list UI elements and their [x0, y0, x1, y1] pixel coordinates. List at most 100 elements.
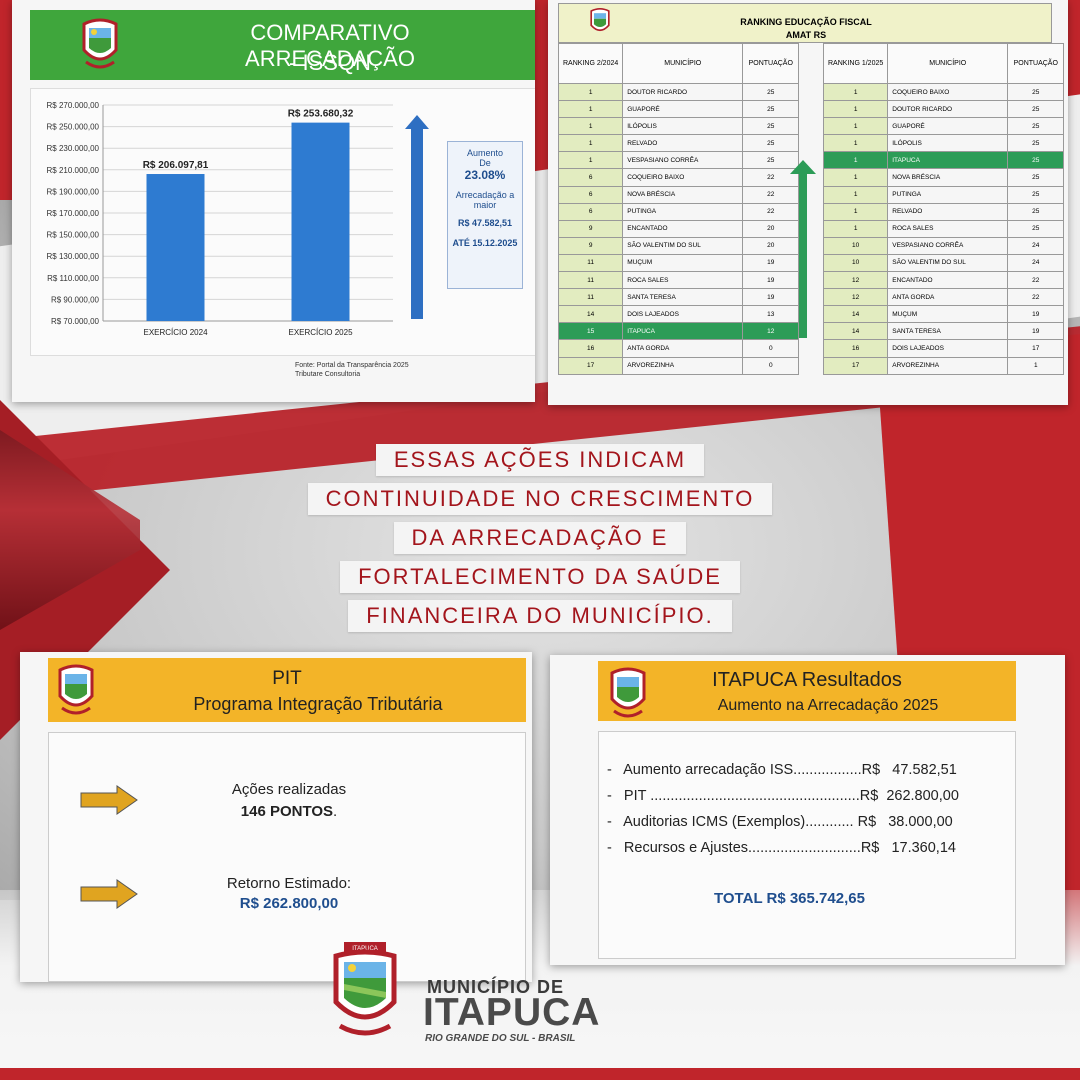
x-tick-label: EXERCÍCIO 2025: [288, 328, 353, 337]
ranking-cell-pos: 1: [557, 151, 624, 170]
ranking-cell-pts: 25: [1007, 202, 1065, 221]
summary-de: De: [479, 158, 491, 168]
ranking-cell-pts: 19: [742, 271, 800, 290]
ranking-cell-mun: ARVOREZINHA: [622, 356, 744, 375]
issqn-comparison-panel: COMPARATIVO ARRECADAÇÃO - ISSQN R$ 70.00…: [12, 0, 535, 402]
pit-body: Ações realizadas 146 PONTOS. Retorno Est…: [48, 732, 526, 982]
ranking-cell-pos: 1: [557, 100, 624, 119]
ranking-cell-mun: GUAPORÉ: [622, 100, 744, 119]
ranking-column-header: PONTUAÇÃO: [1007, 43, 1065, 84]
ranking-cell-pts: 25: [1007, 100, 1065, 119]
results-line: - Auditorias ICMS (Exemplos)............…: [607, 814, 953, 830]
up-arrow-icon: [790, 160, 816, 338]
issqn-chart: R$ 70.000,00 R$ 90.000,00 R$ 110.000,00 R$ …: [30, 88, 535, 356]
ranking-cell-mun: DOUTOR RICARDO: [887, 100, 1009, 119]
ranking-row: 14 DOIS LAJEADOS 13: [557, 305, 800, 324]
retorno-label: Retorno Estimado:: [226, 875, 352, 892]
source-line2: Tributare Consultoria: [295, 371, 361, 378]
ranking-row: 6 COQUEIRO BAIXO 22: [557, 168, 800, 187]
results-header: ITAPUCA Resultados Aumento na Arrecadaçã…: [598, 661, 1016, 721]
bg-bottom-red: [0, 1068, 1080, 1080]
message-line-2: CONTINUIDADE NO CRESCIMENTO: [0, 483, 1080, 515]
ranking-row: 1 VESPASIANO CORRÊA 25: [557, 151, 800, 170]
right-arrow-icon: [80, 785, 138, 815]
message-line-4: FORTALECIMENTO DA SAÚDE: [0, 561, 1080, 593]
ranking-cell-mun: SANTA TERESA: [622, 288, 744, 307]
ranking-row: 10 SÃO VALENTIM DO SUL 24: [822, 253, 1065, 273]
ranking-row: 1 ILÓPOLIS 25: [557, 117, 800, 136]
ranking-cell-pos: 1: [822, 185, 889, 204]
message-line-3: DA ARRECADAÇÃO E: [0, 522, 1080, 554]
ranking-row: 1 DOUTOR RICARDO 25: [557, 82, 800, 102]
issqn-bar-chart: R$ 70.000,00 R$ 90.000,00 R$ 110.000,00 R$ …: [47, 101, 429, 337]
ranking-cell-pos: 1: [822, 117, 889, 136]
ranking-cell-pos: 10: [822, 253, 889, 273]
summary-value: R$ 47.582,51: [457, 218, 513, 228]
actions-value: 146 PONTOS.: [240, 803, 338, 820]
ranking-cell-pos: 9: [557, 236, 624, 255]
ranking-cell-pts: 25: [742, 134, 800, 153]
ranking-cell-pos: 17: [822, 356, 889, 375]
ranking-cell-pts: 22: [1007, 288, 1065, 307]
ranking-cell-pos: 16: [822, 339, 889, 358]
ranking-cell-pos: 11: [557, 271, 624, 290]
ranking-cell-pos: 1: [822, 151, 889, 170]
ranking-header-row: RANKING 2/2024 MUNICÍPIO PONTUAÇÃO: [557, 43, 800, 84]
ranking-cell-mun: RELVADO: [622, 134, 744, 153]
ranking-cell-mun: ILÓPOLIS: [887, 134, 1009, 153]
up-arrow-green: [788, 160, 818, 345]
ranking-cell-pos: 9: [557, 219, 624, 238]
ranking-row: 11 MUÇUM 19: [557, 253, 800, 273]
ranking-row: 1 RELVADO 25: [822, 202, 1065, 221]
ranking-table-2025: RANKING 1/2025 MUNICÍPIO PONTUAÇÃO 1 COQUEIR…: [822, 43, 1065, 375]
ranking-cell-mun: SANTA TERESA: [887, 322, 1009, 341]
retorno-value: R$ 262.800,00: [239, 895, 339, 912]
y-tick-label: R$ 110.000,00: [47, 274, 99, 283]
y-tick-label: R$ 190.000,00: [47, 187, 100, 196]
pit-header: PIT Programa Integração Tributária: [48, 658, 526, 722]
increase-summary-box: Aumento De 23.08% Arrecadação a maior R$…: [447, 141, 523, 289]
summary-aumento: Aumento: [466, 148, 504, 158]
ranking-cell-mun: RELVADO: [887, 202, 1009, 221]
ranking-cell-pos: 10: [822, 236, 889, 255]
ranking-row: 1 ILÓPOLIS 25: [822, 134, 1065, 153]
ranking-row: 10 VESPASIANO CORRÊA 24: [822, 236, 1065, 255]
ranking-panel: RANKING EDUCAÇÃO FISCAL AMAT RS RANKING …: [548, 0, 1068, 405]
ranking-cell-mun: SÃO VALENTIM DO SUL: [887, 253, 1009, 273]
ranking-cell-pos: 1: [822, 219, 889, 238]
ranking-cell-mun: DOIS LAJEADOS: [622, 305, 744, 324]
ranking-cell-pts: 19: [742, 253, 800, 273]
logo-line2: ITAPUCA: [423, 991, 601, 1034]
y-tick-label: R$ 150.000,00: [47, 231, 100, 240]
ranking-cell-pts: 19: [1007, 305, 1065, 324]
actions-label: Ações realizadas: [231, 781, 347, 798]
issqn-title-line2: - ISSQN: [289, 50, 371, 75]
ranking-row: 1 ITAPUCA 25: [822, 151, 1065, 170]
ranking-row: 16 DOIS LAJEADOS 17: [822, 339, 1065, 358]
ranking-row: 6 NOVA BRÉSCIA 22: [557, 185, 800, 204]
ranking-cell-pos: 1: [822, 82, 889, 102]
ranking-cell-pos: 14: [557, 305, 624, 324]
pit-title: PIT: [272, 668, 302, 689]
ranking-header: RANKING EDUCAÇÃO FISCAL AMAT RS: [558, 3, 1052, 43]
ranking-cell-pos: 6: [557, 168, 624, 187]
ranking-cell-pos: 1: [557, 82, 624, 102]
ranking-header-row: RANKING 1/2025 MUNICÍPIO PONTUAÇÃO: [822, 43, 1065, 84]
ranking-column-header: MUNICÍPIO: [887, 43, 1009, 84]
results-panel: ITAPUCA Resultados Aumento na Arrecadaçã…: [550, 655, 1065, 965]
results-line: - Aumento arrecadação ISS...............…: [607, 762, 957, 778]
ranking-cell-pos: 1: [822, 168, 889, 187]
y-tick-label: R$ 250.000,00: [47, 123, 100, 132]
ranking-column-header: RANKING 2/2024: [557, 43, 624, 84]
summary-percent: 23.08%: [464, 168, 506, 182]
ranking-cell-pos: 1: [822, 100, 889, 119]
ranking-cell-pos: 1: [557, 117, 624, 136]
ranking-column-header: RANKING 1/2025: [822, 43, 889, 84]
up-arrow-icon: [405, 115, 429, 319]
ranking-cell-pos: 11: [557, 288, 624, 307]
ranking-column-header: MUNICÍPIO: [622, 43, 744, 84]
ranking-cell-pts: 0: [742, 339, 800, 358]
ranking-row: 14 MUÇUM 19: [822, 305, 1065, 324]
ranking-cell-pts: 17: [1007, 339, 1065, 358]
ranking-table-2024: RANKING 2/2024 MUNICÍPIO PONTUAÇÃO 1 DOUTOR …: [557, 43, 800, 375]
